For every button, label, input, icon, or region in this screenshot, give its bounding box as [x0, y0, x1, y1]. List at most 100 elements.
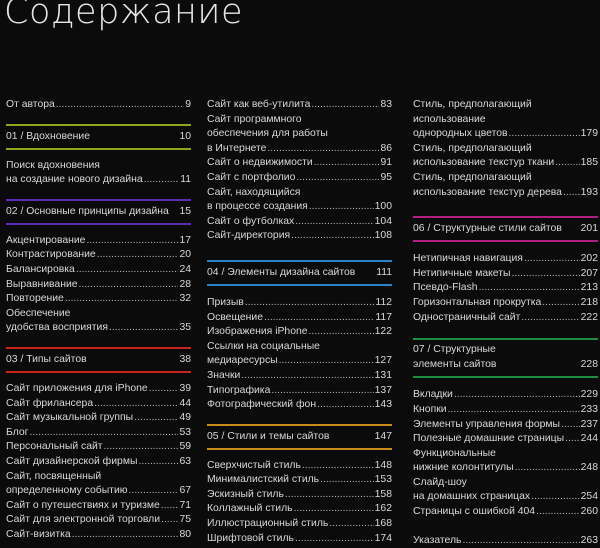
toc-entry[interactable]: Сайт-директория 108 — [207, 229, 392, 244]
toc-entry[interactable]: Горизонтальная прокрутка 218 — [413, 296, 598, 311]
section-header[interactable]: 07 / Структурные элементы сайтов 228 — [413, 338, 598, 379]
entry-page-number: 95 — [380, 171, 392, 183]
dot-leader — [161, 499, 179, 514]
dot-leader — [271, 384, 373, 399]
entry-page-number: 44 — [179, 397, 191, 409]
toc-entry[interactable]: Стиль, предполагающий использование текст… — [413, 171, 598, 200]
toc-entry[interactable]: Персональный сайт 59 — [6, 440, 191, 455]
toc-entry[interactable]: Нетипичная навигация 202 — [413, 252, 598, 267]
dot-leader — [521, 311, 579, 326]
entry-title-line: Сайт фрилансера 44 — [6, 397, 191, 412]
toc-entry[interactable]: Элементы управления формы 237 — [413, 418, 598, 433]
entry-title-line: Горизонтальная прокрутка 218 — [413, 296, 598, 311]
toc-entry[interactable]: Значки 131 — [207, 369, 392, 384]
toc-entry[interactable]: Слайд-шоу на домашних страницах 254 — [413, 476, 598, 505]
entry-page-number: 117 — [375, 311, 392, 323]
entry-page-number: 112 — [375, 296, 392, 308]
toc-entry[interactable]: Изображения iPhone 122 — [207, 325, 392, 340]
section-page-number: 147 — [374, 430, 392, 442]
toc-entry[interactable]: Одностраничный сайт 222 — [413, 311, 598, 326]
toc-entry[interactable]: Вкладки 229 — [413, 388, 598, 403]
toc-entry[interactable]: Страницы с ошибкой 404 260 — [413, 505, 598, 520]
toc-entry[interactable]: Сайт-визитка 80 — [6, 528, 191, 543]
toc-entry[interactable]: Сайт музыкальной группы 49 — [6, 411, 191, 426]
toc-entry[interactable]: Указатель 263 — [413, 534, 598, 548]
toc-entry[interactable]: Сайт о недвижимости 91 — [207, 156, 392, 171]
toc-entry[interactable]: Сайт для электронной торговли 75 — [6, 513, 191, 528]
entry-page-number: 49 — [179, 412, 191, 424]
toc-entry[interactable]: Сайт, посвященный определенному событию 67 — [6, 470, 191, 499]
toc-entry[interactable]: Шрифтовой стиль 174 — [207, 532, 392, 547]
toc-entry[interactable]: Контрастирование 20 — [6, 248, 191, 263]
toc-entry[interactable]: Кнопки 233 — [413, 403, 598, 418]
entry-page-number: 260 — [580, 506, 598, 518]
toc-entry[interactable]: Псевдо-Flash 213 — [413, 281, 598, 296]
toc-entry[interactable]: Коллажный стиль 162 — [207, 502, 392, 517]
entry-title: Сайт приложения для iPhone — [6, 382, 148, 394]
entry-page-number: 254 — [580, 491, 598, 503]
entry-title-line: Кнопки 233 — [413, 403, 598, 418]
section-title: 02 / Основные принципы дизайна — [6, 205, 169, 217]
section-header[interactable]: 01 / Вдохновение 10 — [6, 123, 191, 150]
entry-title: Нетипичные макеты — [413, 267, 511, 279]
entry-title: Коллажный стиль — [207, 503, 293, 515]
section-header[interactable]: 05 / Стили и темы сайтов 147 — [207, 423, 392, 450]
entry-page-number: 153 — [374, 474, 392, 486]
entry-page-number: 229 — [580, 389, 598, 401]
entry-page-number: 174 — [374, 532, 392, 544]
toc-entry[interactable]: Сайт, находящийся в процессе создания 100 — [207, 186, 392, 215]
toc-entry[interactable]: Ссылки на социальные медиаресурсы 127 — [207, 340, 392, 369]
entry-title-line: Значки 131 — [207, 369, 392, 384]
dot-leader — [245, 296, 375, 311]
section-title: 03 / Типы сайтов — [6, 353, 87, 365]
entry-page-number: 108 — [374, 230, 392, 242]
toc-entry[interactable]: Сайт как веб-утилита 83 — [207, 98, 392, 113]
entry-title-line: Персональный сайт 59 — [6, 440, 191, 455]
entry-title-line: От автора 9 — [6, 98, 191, 113]
toc-entry[interactable]: Блог 53 — [6, 426, 191, 441]
toc-entry[interactable]: Минималистский стиль 153 — [207, 473, 392, 488]
toc-entry[interactable]: Поиск вдохновения на создание нового диза… — [6, 159, 191, 188]
toc-entry[interactable]: Сайт приложения для iPhone 39 — [6, 382, 191, 397]
toc-entry[interactable]: Сайт фрилансера 44 — [6, 397, 191, 412]
toc-entry[interactable]: Призыв 112 — [207, 296, 392, 311]
section-header[interactable]: 02 / Основные принципы дизайна 15 — [6, 198, 191, 225]
toc-entry[interactable]: Сайт о путешествиях и туризме 71 — [6, 499, 191, 514]
entry-title-line: Сайт о футболках 104 — [207, 215, 392, 230]
toc-entry[interactable]: Функциональные нижние колонтитулы 248 — [413, 447, 598, 476]
entry-title-line: Шрифтовой стиль 174 — [207, 532, 392, 547]
toc-entry[interactable]: Повторение 32 — [6, 292, 191, 307]
toc-entry[interactable]: Иллюстрационный стиль 168 — [207, 517, 392, 532]
entry-page-number: 80 — [179, 528, 191, 540]
toc-entry[interactable]: Нетипичные макеты 207 — [413, 267, 598, 282]
toc-entry[interactable]: Стиль, предполагающий использование текст… — [413, 142, 598, 171]
toc-entry[interactable]: Балансировка 24 — [6, 263, 191, 278]
section-header[interactable]: 04 / Элементы дизайна сайтов 111 — [207, 259, 392, 286]
toc-entry[interactable]: Освещение 117 — [207, 311, 392, 326]
entry-page-number: 158 — [374, 488, 392, 500]
toc-entry[interactable]: Сайт дизайнерской фирмы 63 — [6, 455, 191, 470]
toc-entry[interactable]: Типографика 137 — [207, 384, 392, 399]
entry-page-number: 218 — [580, 296, 598, 308]
toc-entry[interactable]: Фотографический фон 143 — [207, 398, 392, 413]
toc-entry[interactable]: Сайт о футболках 104 — [207, 215, 392, 230]
toc-entry[interactable]: Стиль, предполагающий использование одноро… — [413, 98, 598, 142]
toc-entry[interactable]: От автора 9 — [6, 98, 191, 113]
toc-entry[interactable]: Сайт с портфолио 95 — [207, 171, 392, 186]
toc-entry[interactable]: Обеспечение удобства восприятия 35 — [6, 307, 191, 336]
toc-entry[interactable]: Акцентирование 17 — [6, 234, 191, 249]
toc-entry[interactable]: Сайт программного обеспечения для работы в… — [207, 113, 392, 157]
section-header[interactable]: 03 / Типы сайтов 38 — [6, 346, 191, 373]
entry-page-number: 179 — [580, 128, 598, 140]
toc-entry[interactable]: Выравнивание 28 — [6, 278, 191, 293]
dot-leader — [536, 505, 580, 520]
section-header[interactable]: 06 / Структурные стили сайтов 201 — [413, 216, 598, 243]
toc-entry[interactable]: Эскизный стиль 158 — [207, 488, 392, 503]
dot-leader — [563, 186, 580, 201]
section-title-line: 07 / Структурные — [413, 344, 496, 356]
toc-entry[interactable]: Сверхчистый стиль 148 — [207, 459, 392, 474]
entry-title: Элементы управления формы — [413, 418, 561, 430]
entry-title-line: Псевдо-Flash 213 — [413, 281, 598, 296]
toc-entry[interactable]: Полезные домашние страницы 244 — [413, 432, 598, 447]
dot-leader — [515, 461, 580, 476]
